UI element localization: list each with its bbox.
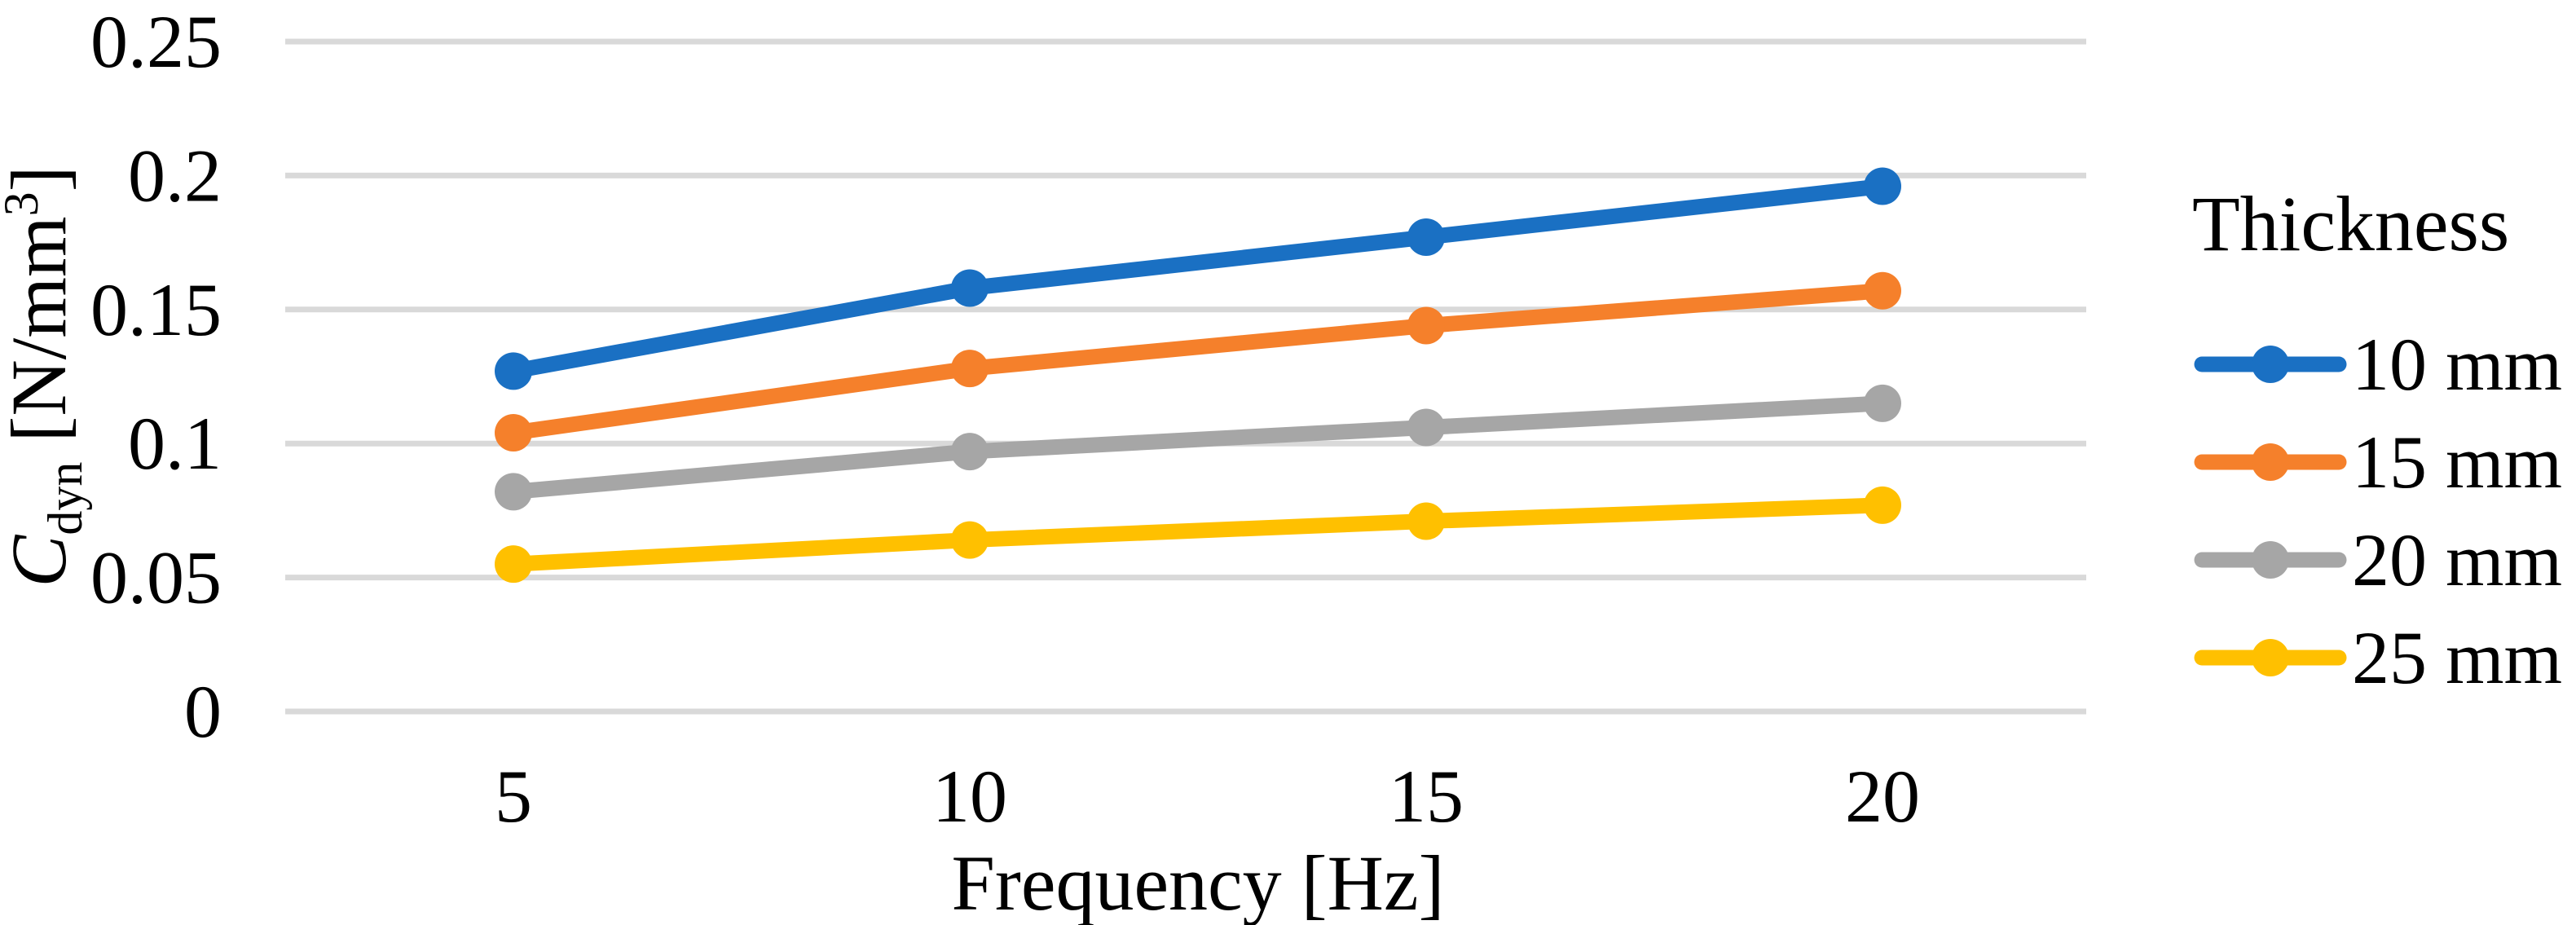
legend-swatch-marker xyxy=(2252,346,2289,383)
series-line-10-mm xyxy=(505,178,1891,379)
legend-item-15-mm: 15 mm xyxy=(2194,421,2562,504)
legend-item-25-mm: 25 mm xyxy=(2194,616,2562,699)
data-point-20-mm xyxy=(1407,408,1445,447)
data-point-15-mm xyxy=(1864,271,1901,310)
legend-item-10-mm: 10 mm xyxy=(2194,323,2562,406)
legend-swatch-marker xyxy=(2252,639,2289,676)
data-point-25-mm xyxy=(1864,486,1901,524)
legend-item-20-mm: 20 mm xyxy=(2194,518,2562,601)
data-point-25-mm xyxy=(495,545,532,584)
y-tick-label: 0.05 xyxy=(90,536,222,619)
data-point-15-mm xyxy=(495,414,532,452)
series-line-20-mm xyxy=(505,395,1891,500)
y-axis-title: Cdyn [N/mm3] xyxy=(0,165,92,587)
y-tick-label: 0.2 xyxy=(128,134,222,217)
y-tick-label: 0.25 xyxy=(90,0,222,83)
legend-label: 10 mm xyxy=(2352,323,2562,406)
y-tick-label: 0.15 xyxy=(90,268,222,351)
legend-label: 15 mm xyxy=(2352,421,2562,504)
data-point-20-mm xyxy=(495,473,532,511)
data-point-10-mm xyxy=(1407,218,1445,257)
series-line-25-mm xyxy=(505,497,1891,572)
series-line-15-mm xyxy=(505,283,1891,441)
data-point-10-mm xyxy=(951,269,989,307)
x-tick-label: 10 xyxy=(932,755,1007,838)
legend-swatch-marker xyxy=(2252,443,2289,481)
legend-label: 25 mm xyxy=(2352,616,2562,699)
x-tick-label: 15 xyxy=(1389,755,1464,838)
x-axis-title: Frequency [Hz] xyxy=(951,839,1444,925)
data-point-20-mm xyxy=(1864,384,1901,422)
data-point-10-mm xyxy=(495,352,532,390)
y-tick-label: 0 xyxy=(184,670,222,753)
x-tick-label: 5 xyxy=(495,755,532,838)
data-point-15-mm xyxy=(951,350,989,388)
legend-title: Thickness xyxy=(2192,180,2509,267)
x-tick-label: 20 xyxy=(1845,755,1920,838)
data-point-25-mm xyxy=(1407,502,1445,540)
data-point-25-mm xyxy=(951,521,989,559)
legend-label: 20 mm xyxy=(2352,518,2562,601)
data-point-20-mm xyxy=(951,433,989,471)
data-point-15-mm xyxy=(1407,306,1445,345)
y-tick-label: 0.1 xyxy=(128,402,222,485)
data-point-10-mm xyxy=(1864,167,1901,205)
legend-swatch-marker xyxy=(2252,541,2289,579)
